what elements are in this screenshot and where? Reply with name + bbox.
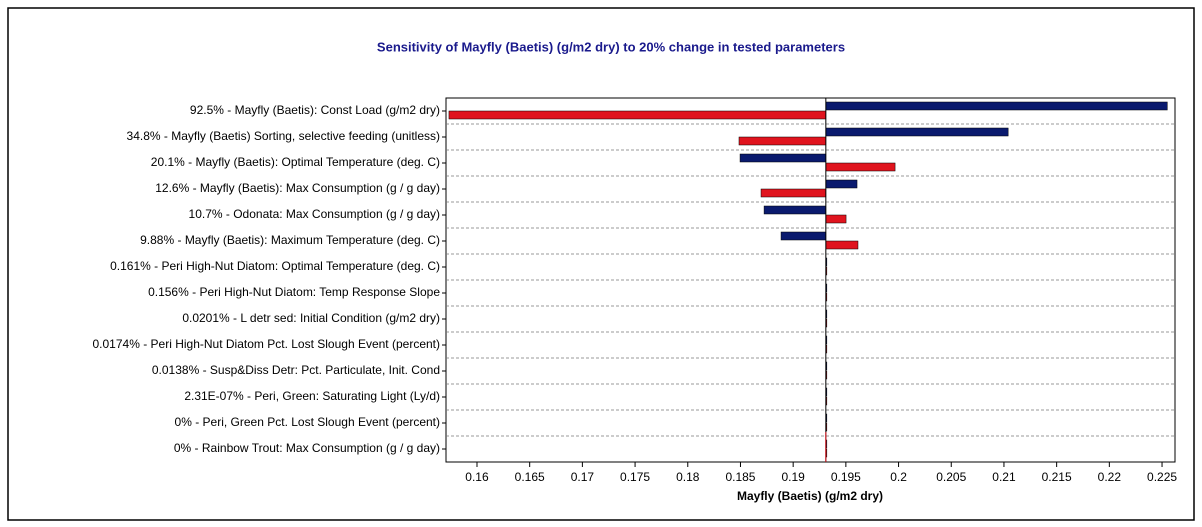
category-label: 0.0201% - L detr sed: Initial Condition …	[182, 311, 440, 325]
x-tick-label: 0.18	[676, 470, 700, 484]
category-label: 0% - Peri, Green Pct. Lost Slough Event …	[175, 415, 440, 429]
category-label: 12.6% - Mayfly (Baetis): Max Consumption…	[155, 181, 440, 195]
x-tick-label: 0.205	[936, 470, 966, 484]
x-tick-label: 0.215	[1042, 470, 1072, 484]
x-tick-label: 0.17	[571, 470, 595, 484]
category-label: 34.8% - Mayfly (Baetis) Sorting, selecti…	[127, 129, 440, 143]
bar	[760, 188, 827, 198]
category-label: 0.0138% - Susp&Diss Detr: Pct. Particula…	[152, 363, 440, 377]
category-label: 0% - Rainbow Trout: Max Consumption (g /…	[174, 441, 440, 455]
category-label: 92.5% - Mayfly (Baetis): Const Load (g/m…	[190, 103, 440, 117]
x-tick-label: 0.16	[465, 470, 489, 484]
x-tick-label: 0.165	[515, 470, 545, 484]
bar	[825, 101, 1168, 111]
category-label: 0.161% - Peri High-Nut Diatom: Optimal T…	[110, 259, 440, 273]
bar	[825, 127, 1009, 137]
bar	[448, 110, 827, 120]
chart-title: Sensitivity of Mayfly (Baetis) (g/m2 dry…	[377, 39, 845, 54]
category-label: 10.7% - Odonata: Max Consumption (g / g …	[189, 207, 440, 221]
bar	[780, 231, 827, 241]
bar	[739, 153, 827, 163]
category-label: 0.156% - Peri High-Nut Diatom: Temp Resp…	[148, 285, 440, 299]
bar	[825, 162, 896, 172]
x-tick-label: 0.22	[1098, 470, 1122, 484]
bar	[738, 136, 827, 146]
x-axis-label: Mayfly (Baetis) (g/m2 dry)	[737, 489, 883, 503]
category-label: 0.0174% - Peri High-Nut Diatom Pct. Lost…	[93, 337, 441, 351]
frame	[7, 7, 1195, 521]
bar	[825, 179, 858, 189]
x-tick-label: 0.19	[781, 470, 805, 484]
bar	[825, 214, 847, 224]
bar	[825, 240, 859, 250]
x-tick-label: 0.195	[831, 470, 861, 484]
x-tick-label: 0.225	[1147, 470, 1177, 484]
category-label: 20.1% - Mayfly (Baetis): Optimal Tempera…	[151, 155, 440, 169]
x-tick-label: 0.175	[620, 470, 650, 484]
bar	[763, 205, 827, 215]
category-label: 9.88% - Mayfly (Baetis): Maximum Tempera…	[140, 233, 440, 247]
x-tick-label: 0.185	[725, 470, 755, 484]
x-tick-label: 0.21	[992, 470, 1016, 484]
x-tick-label: 0.2	[890, 470, 907, 484]
category-label: 2.31E-07% - Peri, Green: Saturating Ligh…	[184, 389, 440, 403]
